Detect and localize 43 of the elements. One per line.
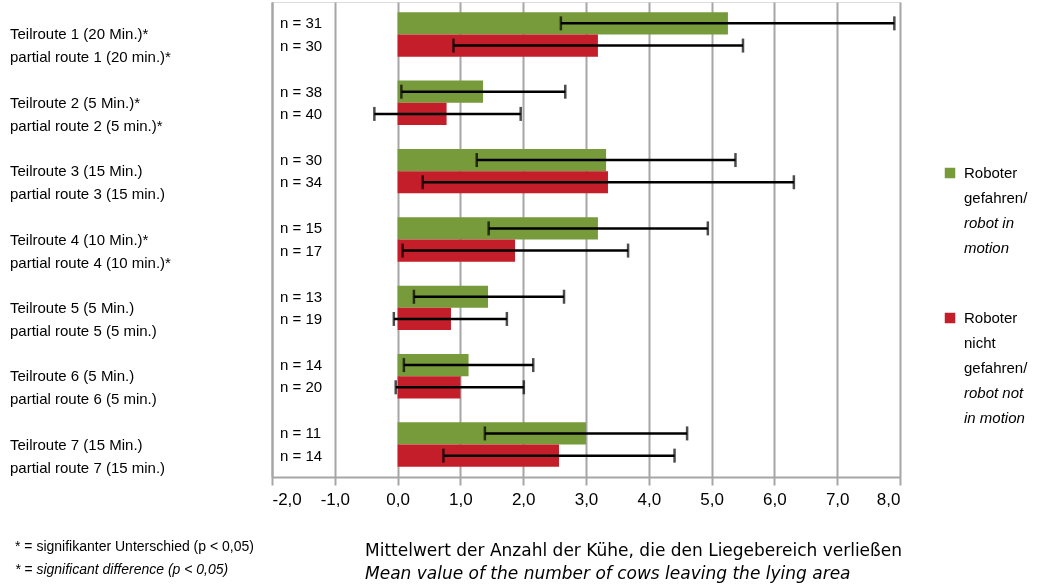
annotation: n = 13 bbox=[280, 287, 323, 305]
legend-label: Roboter nicht gefahren/ robot not in motion bbox=[964, 309, 1029, 426]
annotation: n = 11 bbox=[280, 424, 322, 442]
x-axis-title: Mittelwert der Anzahl der Kühe, die den Liegebereich verließen Mean value of the number of cows leaving the lying area bbox=[365, 540, 903, 583]
bar bbox=[397, 353, 469, 377]
bar bbox=[397, 102, 447, 126]
x-tick-label: 6,0 bbox=[763, 489, 787, 509]
x-tick-label: 1,0 bbox=[449, 489, 473, 509]
bar bbox=[397, 12, 728, 35]
y-tick-label: Teilroute 7 (15 Min.) partial route 7 (15 min.) bbox=[10, 435, 166, 476]
annotation: n = 14 bbox=[280, 446, 323, 464]
y-tick-label: Teilroute 4 (10 Min.)* partial route 4 (10 min.)* bbox=[10, 230, 172, 271]
annotation: n = 31 bbox=[280, 14, 323, 32]
y-tick-label: Teilroute 6 (5 Min.) partial route 6 (5 min.) bbox=[10, 367, 157, 408]
annotation: n = 30 bbox=[280, 36, 323, 54]
annotation: n = 19 bbox=[280, 309, 323, 327]
annotation: n = 17 bbox=[280, 241, 323, 259]
bar bbox=[397, 422, 586, 445]
annotation: n = 20 bbox=[280, 378, 323, 396]
x-tick-label: 8,0 bbox=[876, 489, 901, 509]
y-tick-label: Teilroute 2 (5 Min.)* partial route 2 (5 min.)* bbox=[10, 93, 163, 134]
x-tick-label: 4,0 bbox=[637, 489, 662, 509]
y-tick-label: Teilroute 5 (5 Min.) partial route 5 (5 min.) bbox=[10, 298, 157, 339]
bar bbox=[397, 148, 607, 172]
annotation: n = 14 bbox=[280, 356, 323, 374]
annotation: n = 40 bbox=[280, 104, 323, 122]
x-tick-label: -2,0 bbox=[272, 489, 302, 509]
bar bbox=[397, 217, 598, 240]
legend-label: Roboter gefahren/ robot in motion bbox=[964, 164, 1029, 256]
y-tick-label: Teilroute 1 (20 Min.)* partial route 1 (20 min.)* bbox=[10, 25, 172, 66]
x-tick-label: 2,0 bbox=[511, 489, 536, 509]
x-tick-label: 7,0 bbox=[825, 489, 850, 509]
annotation: n = 15 bbox=[280, 219, 323, 237]
bar bbox=[397, 34, 598, 57]
y-tick-label: Teilroute 3 (15 Min.) partial route 3 (15 min.) bbox=[10, 162, 166, 203]
x-tick-label: 3,0 bbox=[574, 489, 599, 509]
annotation: n = 34 bbox=[280, 173, 323, 191]
x-tick-label: -1,0 bbox=[320, 489, 350, 509]
x-tick-label: 5,0 bbox=[700, 489, 724, 509]
annotation: n = 30 bbox=[280, 151, 323, 169]
text: * = signifikanter Unterschied (p < 0,05) * = significant difference (p < 0,05) bbox=[15, 538, 254, 577]
x-tick-label: 0,0 bbox=[386, 489, 410, 509]
annotation: n = 38 bbox=[280, 82, 323, 100]
